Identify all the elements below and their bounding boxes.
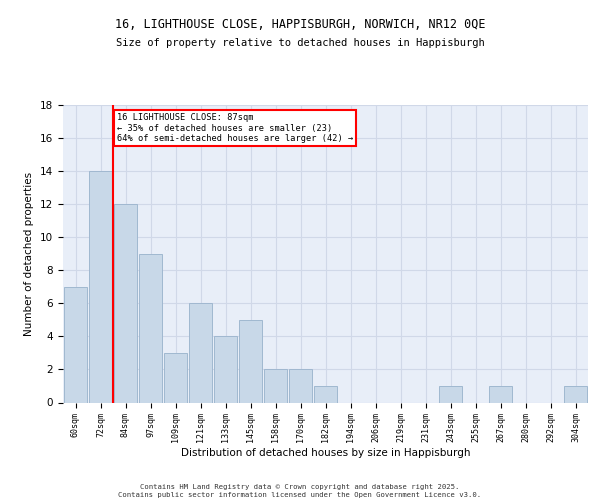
Bar (188, 304, 212, 402)
Text: 16 LIGHTHOUSE CLOSE: 87sqm
← 35% of detached houses are smaller (23)
64% of semi: 16 LIGHTHOUSE CLOSE: 87sqm ← 35% of deta… (117, 114, 353, 143)
Bar (439, 386, 463, 402)
Text: Size of property relative to detached houses in Happisburgh: Size of property relative to detached ho… (116, 38, 484, 48)
Bar (314, 386, 337, 402)
Bar (64, 287, 88, 403)
Bar (89, 171, 112, 402)
Bar (139, 254, 163, 402)
Bar (239, 320, 262, 402)
Bar (488, 386, 512, 402)
Bar (164, 353, 187, 403)
X-axis label: Distribution of detached houses by size in Happisburgh: Distribution of detached houses by size … (181, 448, 470, 458)
Bar (563, 386, 587, 402)
Bar (289, 370, 313, 402)
Text: Contains HM Land Registry data © Crown copyright and database right 2025.
Contai: Contains HM Land Registry data © Crown c… (118, 484, 482, 498)
Y-axis label: Number of detached properties: Number of detached properties (25, 172, 34, 336)
Bar (214, 336, 238, 402)
Bar (113, 204, 137, 402)
Bar (263, 370, 287, 402)
Text: 16, LIGHTHOUSE CLOSE, HAPPISBURGH, NORWICH, NR12 0QE: 16, LIGHTHOUSE CLOSE, HAPPISBURGH, NORWI… (115, 18, 485, 30)
